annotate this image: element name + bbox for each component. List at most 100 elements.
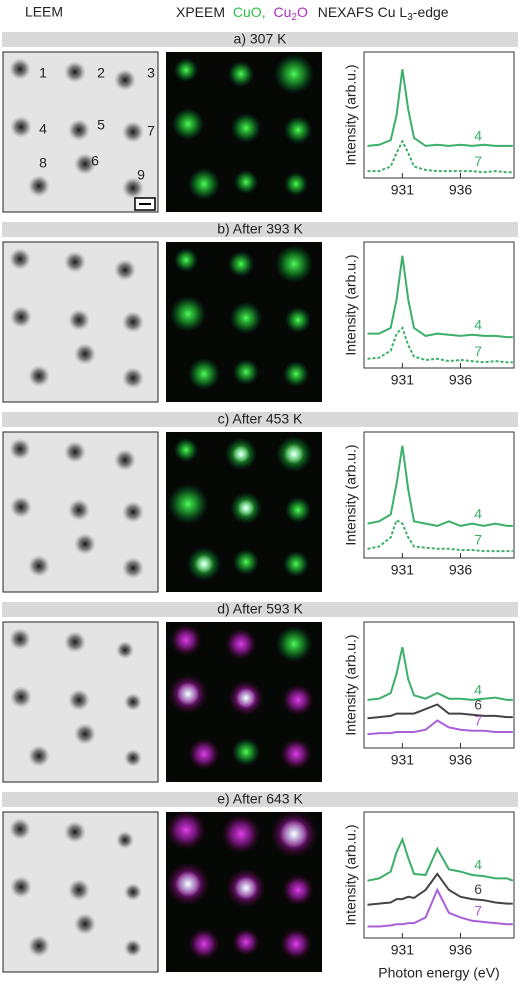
x-tick-label: 931: [391, 942, 415, 958]
title-bar: [2, 602, 518, 617]
panel-title: d) After 593 K: [217, 601, 303, 617]
xpeem-spot: [188, 738, 220, 770]
series-label: 6: [474, 881, 482, 897]
xpeem-spot-core: [194, 554, 214, 574]
leem-spot: [124, 883, 142, 901]
xpeem-spot: [188, 928, 220, 960]
xpeem-label: XPEEM: [176, 4, 225, 20]
title-bar: [2, 32, 518, 47]
cu2o-base: Cu: [273, 4, 291, 20]
particle-label: 1: [39, 65, 47, 81]
nexafs-base: NEXAFS Cu L: [318, 4, 408, 20]
series-label: 7: [474, 343, 482, 359]
leem-spot: [122, 121, 144, 143]
xpeem-spot: [172, 108, 204, 140]
xpeem-spot: [221, 814, 261, 854]
leem-spot: [9, 438, 31, 460]
leem-spot: [68, 309, 90, 331]
x-tick-label: 936: [449, 752, 473, 768]
leem-spot: [122, 367, 144, 389]
nexafs-rest: -edge: [413, 4, 449, 20]
title-bar: [2, 412, 518, 427]
spectrum-line: [367, 326, 513, 364]
plot-frame: [363, 241, 515, 369]
xpeem-spot: [280, 928, 312, 960]
xpeem-spot: [174, 58, 198, 82]
xpeem-spot: [232, 738, 260, 766]
x-tick-label: 931: [391, 752, 415, 768]
xpeem-spot: [233, 549, 259, 575]
spectrum-line: [367, 139, 513, 174]
xpeem-spot: [284, 172, 308, 196]
plot-frame: [363, 51, 515, 179]
particle-label: 5: [97, 117, 105, 133]
xpeem-spot: [282, 684, 314, 716]
leem-spot: [114, 259, 136, 281]
xpeem-spot: [276, 626, 312, 662]
leem-spot: [28, 935, 50, 957]
xpeem-spot: [285, 497, 311, 523]
panel-title: b) After 393 K: [217, 221, 303, 237]
leem-spot: [68, 119, 90, 141]
leem-spot: [10, 306, 32, 328]
nexafs-sub: 3: [407, 12, 413, 23]
xpeem-spot: [233, 359, 259, 385]
leem-spot: [9, 628, 31, 650]
series-label: 4: [474, 682, 482, 698]
particle-label: 6: [91, 153, 99, 169]
panel-title: c) After 453 K: [218, 411, 303, 427]
leem-spot: [122, 311, 144, 333]
xpeem-spot: [231, 113, 261, 143]
spectrum-line: [367, 719, 513, 736]
xpeem-spot: [285, 307, 311, 333]
spectrum-line: [367, 445, 513, 527]
leem-spot: [28, 365, 50, 387]
xpeem-spot: [174, 248, 198, 272]
plot-frame: [363, 431, 515, 559]
xpeem-spot: [174, 438, 198, 462]
leem-spot: [28, 555, 50, 577]
particle-label: 2: [97, 65, 105, 81]
xpeem-spot-core: [234, 876, 258, 900]
xpeem-spot: [170, 296, 206, 332]
leem-spot: [10, 496, 32, 518]
particle-label: 8: [39, 155, 47, 171]
y-axis-label: Intensity (arb.u.): [343, 254, 359, 355]
xpeem-spot: [188, 358, 220, 390]
y-axis-label: Intensity (arb.u.): [343, 64, 359, 165]
leem-spot: [116, 641, 134, 659]
xpeem-spot: [284, 116, 312, 144]
leem-spot: [64, 61, 86, 83]
xpeem-spot: [166, 810, 206, 850]
leem-spot: [114, 69, 136, 91]
leem-spot: [124, 749, 142, 767]
leem-spot: [74, 343, 96, 365]
spectrum-line: [367, 646, 513, 701]
leem-spot: [122, 177, 144, 199]
x-tick-label: 936: [449, 182, 473, 198]
leem-spot: [9, 818, 31, 840]
xpeem-spot: [232, 928, 260, 956]
xpeem-heading: XPEEM CuO, Cu2O NEXAFS Cu L3-edge: [176, 4, 449, 23]
particle-label: 3: [147, 65, 155, 81]
leem-spot: [10, 686, 32, 708]
panel-title: e) After 643 K: [217, 791, 303, 807]
panel-title: a) 307 K: [234, 31, 288, 47]
xpeem-spot-core: [175, 871, 201, 897]
x-axis-label: Photon energy (eV): [378, 965, 499, 981]
cuo-label: CuO,: [233, 4, 266, 20]
leem-spot: [64, 821, 86, 843]
leem-spot: [9, 248, 31, 270]
xpeem-spot-core: [232, 445, 250, 463]
leem-heading: LEEM: [25, 4, 63, 20]
leem-spot: [116, 831, 134, 849]
cu2o-rest: O: [297, 4, 308, 20]
leem-spot: [74, 533, 96, 555]
y-axis-label: Intensity (arb.u.): [343, 824, 359, 925]
spectrum-line: [367, 872, 513, 906]
leem-spot: [68, 689, 90, 711]
leem-spot: [10, 116, 32, 138]
leem-spot: [122, 557, 144, 579]
xpeem-spot: [282, 874, 314, 906]
